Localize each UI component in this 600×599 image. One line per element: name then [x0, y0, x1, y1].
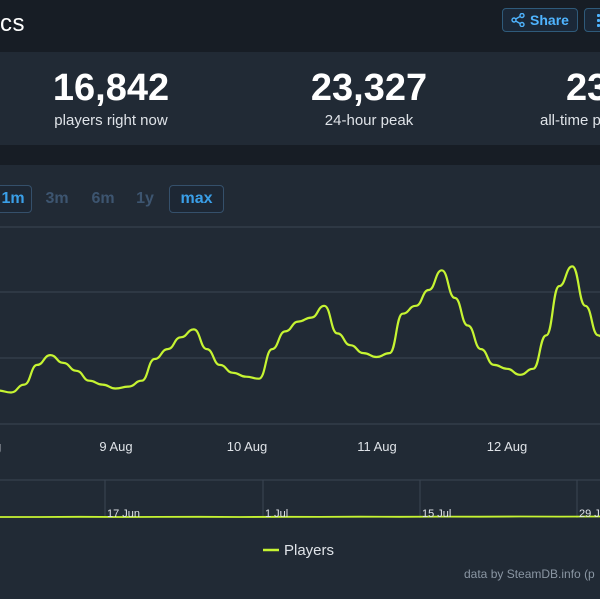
x-tick-label: 12 Aug: [487, 439, 528, 454]
more-vertical-icon-dot: [597, 24, 600, 27]
main-x-ticks: g 9 Aug 10 Aug 11 Aug 12 Aug: [0, 439, 527, 454]
navigator-tick-label: 17 Jun: [107, 508, 140, 520]
navigator: 17 Jun 1 Jul 15 Jul 29 J: [0, 479, 600, 520]
range-1y[interactable]: 1y: [136, 190, 154, 207]
main-chart-gridlines: [0, 226, 600, 425]
more-menu-button[interactable]: [584, 8, 600, 32]
more-vertical-icon-dot: [597, 19, 600, 22]
x-tick-label: 9 Aug: [99, 439, 132, 454]
stat-24h-peak: 23,327 24-hour peak: [302, 66, 436, 129]
range-6m[interactable]: 6m: [91, 190, 115, 207]
stat-current-value: 16,842: [52, 67, 170, 109]
x-tick-label: 11 Aug: [357, 439, 397, 454]
stat-current-label: players right now: [54, 112, 168, 129]
data-credit: data by SteamDB.info (p: [464, 567, 595, 581]
stat-24h-peak-label: 24-hour peak: [324, 112, 414, 129]
chart-panel: [0, 165, 600, 599]
navigator-tick-label: 1 Jul: [265, 508, 288, 520]
legend[interactable]: Players: [263, 542, 334, 559]
stat-24h-peak-value: 23,327: [310, 67, 428, 109]
page-header: cs Share: [0, 0, 600, 50]
navigator-series-line: [0, 515, 600, 518]
series-line-players: [0, 265, 600, 394]
range-1m[interactable]: 1m: [0, 185, 32, 213]
x-tick-label: g: [0, 439, 1, 454]
navigator-tick-label: 29 J: [579, 508, 600, 520]
stat-all-time-peak-label: all-time p: [540, 112, 600, 129]
x-tick-label: 10 Aug: [227, 439, 268, 454]
stat-all-time-peak: 23 all-time p: [540, 66, 600, 129]
legend-label: Players: [284, 542, 334, 559]
stat-all-time-peak-value: 23: [566, 67, 600, 109]
navigator-tick-label: 15 Jul: [422, 508, 451, 520]
share-label: Share: [530, 12, 569, 28]
share-button[interactable]: Share: [502, 8, 578, 32]
page-title: cs: [0, 10, 25, 37]
stat-current: 16,842 players right now: [46, 66, 176, 129]
share-icon: [511, 13, 525, 27]
range-max[interactable]: max: [169, 185, 224, 213]
more-vertical-icon: [597, 14, 600, 17]
stats-bar: 16,842 players right now 23,327 24-hour …: [0, 52, 600, 145]
range-3m[interactable]: 3m: [45, 190, 69, 207]
